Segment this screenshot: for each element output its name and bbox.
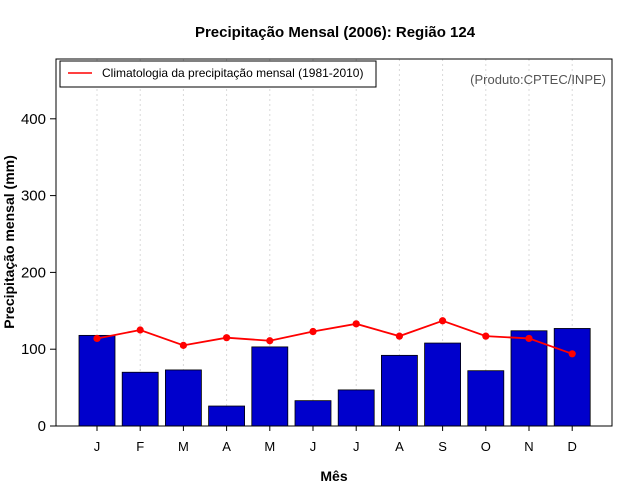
chart-title: Precipitação Mensal (2006): Região 124 bbox=[195, 24, 476, 41]
legend-label: Climatologia da precipitação mensal (198… bbox=[102, 66, 363, 80]
bar-a-8 bbox=[380, 354, 418, 427]
climatology-point-11 bbox=[525, 334, 533, 343]
source-annotation: (Produto:CPTEC/INPE) bbox=[470, 72, 606, 87]
climatology-point-3 bbox=[179, 341, 187, 349]
x-tick-label: S bbox=[438, 439, 447, 454]
legend-box bbox=[59, 60, 377, 88]
bars-group bbox=[78, 328, 591, 427]
climatology-line bbox=[96, 319, 573, 355]
x-tick-label: A bbox=[395, 439, 404, 454]
climatology-point-1 bbox=[93, 334, 101, 343]
bar-j-6 bbox=[294, 400, 332, 427]
x-tick-label: J bbox=[353, 439, 360, 454]
bar-s-9 bbox=[424, 342, 462, 427]
climatology-point-6 bbox=[309, 327, 317, 336]
bar-m-3 bbox=[164, 369, 202, 427]
x-tick-label: F bbox=[136, 439, 144, 454]
bar-d-12 bbox=[553, 328, 591, 427]
y-axis: 0 100 200 300 400 bbox=[21, 111, 56, 435]
climatology-point-2 bbox=[136, 326, 144, 334]
plot-frame bbox=[55, 58, 613, 427]
x-tick-label: M bbox=[264, 439, 275, 454]
x-tick-label: O bbox=[481, 439, 491, 454]
climatology-point-5 bbox=[266, 337, 274, 345]
y-tick-label: 400 bbox=[21, 111, 46, 128]
bar-j-1 bbox=[78, 334, 116, 427]
climatology-line-group bbox=[93, 317, 576, 358]
bar-n-11 bbox=[510, 330, 548, 427]
climatology-point-8 bbox=[395, 332, 403, 340]
climatology-point-4 bbox=[223, 334, 231, 342]
legend: Climatologia da precipitação mensal (198… bbox=[59, 60, 377, 88]
bar-m-5 bbox=[251, 346, 289, 427]
bar-o-10 bbox=[467, 370, 505, 427]
x-tick-label: D bbox=[568, 439, 577, 454]
climatology-point-12 bbox=[568, 350, 576, 358]
climatology-point-9 bbox=[439, 317, 447, 325]
climatology-point-10 bbox=[482, 332, 490, 340]
x-tick-label: A bbox=[222, 439, 231, 454]
x-tick-label: N bbox=[524, 439, 533, 454]
y-tick-label: 100 bbox=[21, 341, 46, 358]
y-tick-label: 0 bbox=[38, 418, 46, 435]
x-axis-title: Mês bbox=[320, 468, 347, 484]
y-tick-label: 300 bbox=[21, 188, 46, 205]
x-tick-label: J bbox=[310, 439, 317, 454]
y-tick-label: 200 bbox=[21, 264, 46, 281]
bar-f-2 bbox=[121, 371, 159, 427]
climatology-point-7 bbox=[352, 320, 360, 328]
bar-a-4 bbox=[208, 405, 246, 427]
x-tick-label: J bbox=[94, 439, 101, 454]
x-tick-label: M bbox=[178, 439, 189, 454]
y-axis-title: Precipitação mensal (mm) bbox=[1, 155, 17, 329]
bar-j-7 bbox=[337, 389, 375, 427]
